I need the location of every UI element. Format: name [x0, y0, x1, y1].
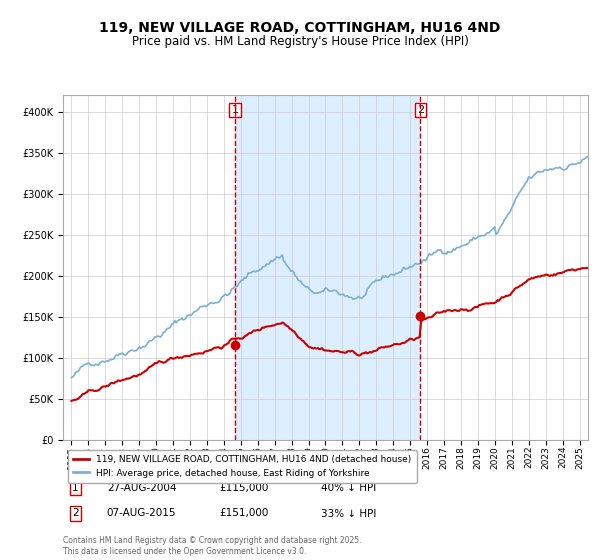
- Text: Contains HM Land Registry data © Crown copyright and database right 2025.
This d: Contains HM Land Registry data © Crown c…: [63, 536, 361, 556]
- Text: £151,000: £151,000: [219, 508, 268, 519]
- Text: 2: 2: [417, 105, 424, 115]
- Text: 27-AUG-2004: 27-AUG-2004: [107, 483, 176, 493]
- Text: 1: 1: [232, 105, 238, 115]
- Text: 40% ↓ HPI: 40% ↓ HPI: [321, 483, 376, 493]
- Text: £115,000: £115,000: [219, 483, 268, 493]
- Bar: [235, 95, 421, 440]
- Text: 07-AUG-2015: 07-AUG-2015: [107, 508, 176, 519]
- Text: 119, NEW VILLAGE ROAD, COTTINGHAM, HU16 4ND: 119, NEW VILLAGE ROAD, COTTINGHAM, HU16 …: [100, 21, 500, 35]
- Text: 33% ↓ HPI: 33% ↓ HPI: [321, 508, 376, 519]
- Text: 1: 1: [72, 483, 79, 493]
- Text: Price paid vs. HM Land Registry's House Price Index (HPI): Price paid vs. HM Land Registry's House …: [131, 35, 469, 48]
- Legend: 119, NEW VILLAGE ROAD, COTTINGHAM, HU16 4ND (detached house), HPI: Average price: 119, NEW VILLAGE ROAD, COTTINGHAM, HU16 …: [68, 450, 417, 483]
- Text: 2: 2: [72, 508, 79, 519]
